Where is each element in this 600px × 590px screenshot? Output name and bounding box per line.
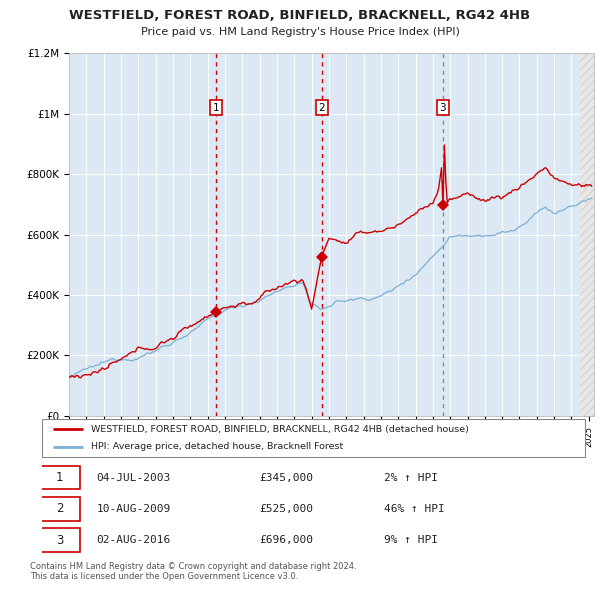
- Text: 1: 1: [213, 103, 220, 113]
- Text: 1: 1: [56, 471, 64, 484]
- Text: 04-JUL-2003: 04-JUL-2003: [97, 473, 170, 483]
- FancyBboxPatch shape: [39, 529, 80, 552]
- Text: 3: 3: [440, 103, 446, 113]
- Text: 2% ↑ HPI: 2% ↑ HPI: [384, 473, 438, 483]
- Text: WESTFIELD, FOREST ROAD, BINFIELD, BRACKNELL, RG42 4HB: WESTFIELD, FOREST ROAD, BINFIELD, BRACKN…: [70, 9, 530, 22]
- Text: 2: 2: [56, 502, 64, 516]
- Text: 2: 2: [319, 103, 325, 113]
- FancyBboxPatch shape: [42, 419, 585, 457]
- Text: Contains HM Land Registry data © Crown copyright and database right 2024.: Contains HM Land Registry data © Crown c…: [30, 562, 356, 571]
- Text: 3: 3: [56, 533, 64, 546]
- Text: 9% ↑ HPI: 9% ↑ HPI: [384, 535, 438, 545]
- Bar: [580, 53, 600, 416]
- Text: Price paid vs. HM Land Registry's House Price Index (HPI): Price paid vs. HM Land Registry's House …: [140, 27, 460, 37]
- Text: WESTFIELD, FOREST ROAD, BINFIELD, BRACKNELL, RG42 4HB (detached house): WESTFIELD, FOREST ROAD, BINFIELD, BRACKN…: [91, 425, 469, 434]
- Text: 10-AUG-2009: 10-AUG-2009: [97, 504, 170, 514]
- Text: HPI: Average price, detached house, Bracknell Forest: HPI: Average price, detached house, Brac…: [91, 442, 343, 451]
- FancyBboxPatch shape: [39, 497, 80, 520]
- Text: This data is licensed under the Open Government Licence v3.0.: This data is licensed under the Open Gov…: [30, 572, 298, 581]
- Text: 02-AUG-2016: 02-AUG-2016: [97, 535, 170, 545]
- Text: 46% ↑ HPI: 46% ↑ HPI: [384, 504, 445, 514]
- Bar: [580, 53, 600, 416]
- Text: £525,000: £525,000: [259, 504, 313, 514]
- Text: £345,000: £345,000: [259, 473, 313, 483]
- FancyBboxPatch shape: [39, 466, 80, 490]
- Text: £696,000: £696,000: [259, 535, 313, 545]
